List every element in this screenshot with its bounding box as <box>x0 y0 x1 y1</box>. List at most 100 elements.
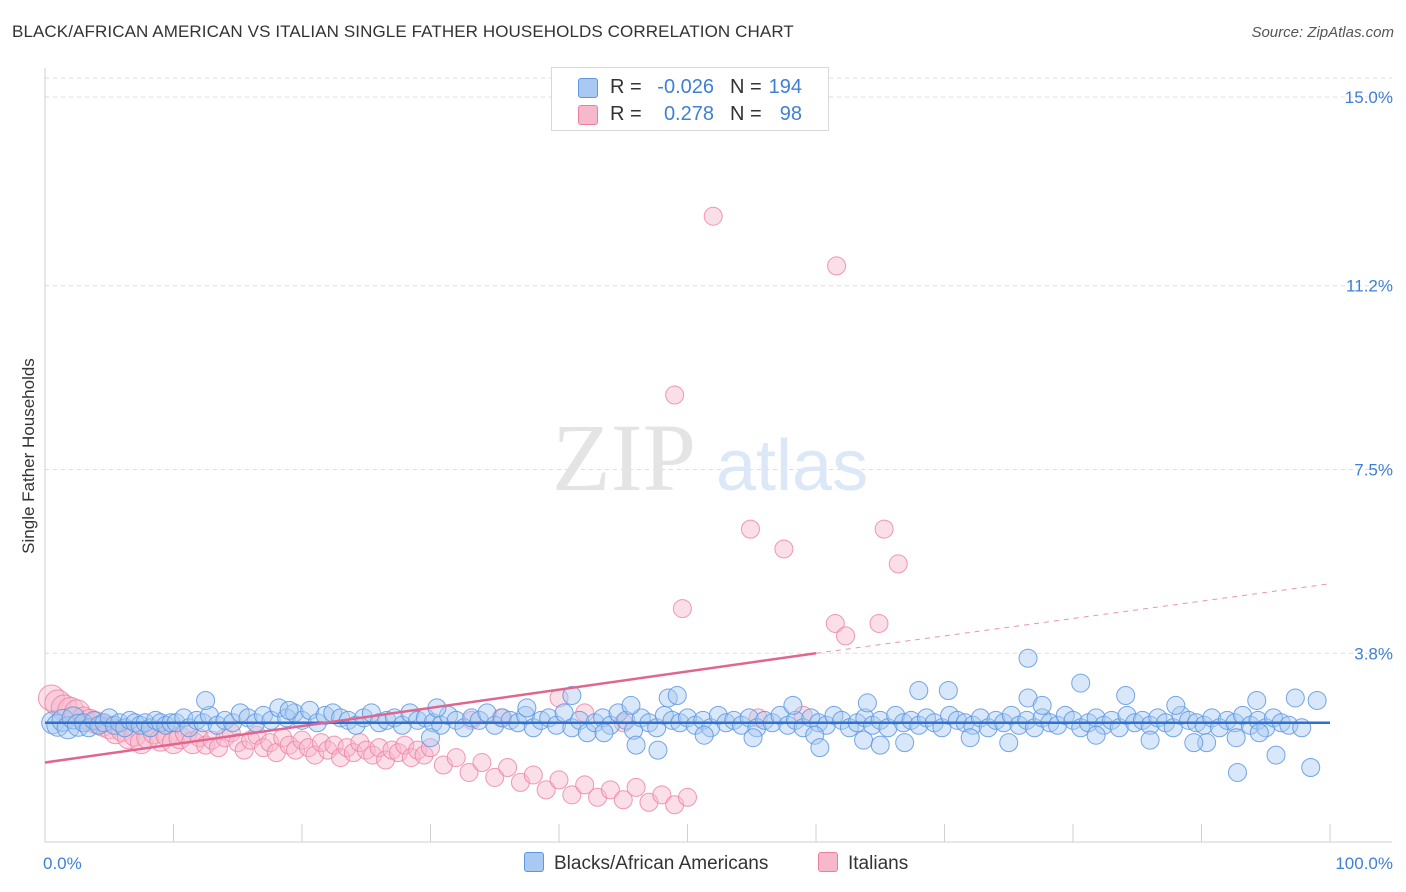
blacks-point <box>1307 690 1327 710</box>
italians-point <box>703 206 723 226</box>
italians-point <box>395 735 415 755</box>
y-tick-label: 15.0% <box>1345 88 1393 107</box>
blacks-point <box>770 705 790 725</box>
blacks-point <box>938 681 958 701</box>
x-tick-label: 0.0% <box>43 854 82 873</box>
italians-point <box>536 780 556 800</box>
blacks-point <box>1233 705 1253 725</box>
legend-item-blacks[interactable]: Blacks/African Americans <box>524 852 768 875</box>
blacks-point <box>199 705 219 725</box>
blacks-point <box>1017 710 1037 730</box>
blacks-point <box>1018 648 1038 668</box>
italians-point <box>888 554 908 574</box>
legend-label: Italians <box>848 853 909 874</box>
blacks-point <box>999 733 1019 753</box>
blacks-point <box>500 710 520 730</box>
italians-point <box>836 626 856 646</box>
blacks-point <box>1301 758 1321 777</box>
italians-point <box>279 735 299 755</box>
blacks-point <box>1102 710 1122 730</box>
blacks-point <box>616 710 636 730</box>
blacks-point <box>1247 690 1267 710</box>
blacks-point <box>743 728 763 748</box>
blacks-point <box>1292 718 1312 738</box>
r-label: R = <box>610 76 642 98</box>
r-label: R = <box>610 103 642 125</box>
blacks-point <box>626 735 646 755</box>
trend-lines <box>44 583 1331 764</box>
legend-row-blacks: R = -0.026 N = 194 <box>552 74 828 100</box>
blacks-point <box>146 710 166 730</box>
blacks-point <box>120 710 140 730</box>
italians-point <box>260 733 280 753</box>
blacks-point <box>196 690 216 710</box>
n-value: 98 <box>779 103 802 125</box>
blacks-point <box>662 710 682 730</box>
blacks-point <box>346 715 366 735</box>
blacks-point <box>1266 745 1286 765</box>
blacks-point <box>1048 715 1068 735</box>
blacks-point <box>810 738 830 758</box>
italians-point <box>562 785 582 805</box>
italians-point <box>298 738 318 758</box>
blacks-point <box>1032 695 1052 715</box>
italians-point <box>234 740 254 760</box>
blacks-point <box>1063 710 1083 730</box>
blacks-point <box>785 710 805 730</box>
blacks-point <box>832 710 852 730</box>
blacks-point <box>485 715 505 735</box>
axes <box>44 68 1392 843</box>
blacks-points <box>41 648 1327 782</box>
source-label: Source: ZipAtlas.com <box>1251 24 1394 41</box>
italians-point <box>388 743 408 763</box>
legend-row-italians: R = 0.278 N = 98 <box>552 101 828 127</box>
italians-point <box>827 256 847 276</box>
blacks-point <box>1140 715 1160 735</box>
blue-swatch-icon <box>578 78 598 98</box>
italians-point <box>613 790 633 810</box>
blacks-point <box>421 728 440 748</box>
r-value: 0.278 <box>663 103 714 125</box>
y-tick-label: 11.2% <box>1346 277 1393 296</box>
blacks-point <box>446 710 466 730</box>
n-label: N = <box>730 76 762 98</box>
blacks-point <box>1140 730 1160 750</box>
legend-item-italians[interactable]: Italians <box>818 852 908 875</box>
blacks-point <box>755 710 775 730</box>
blacks-point <box>870 710 890 730</box>
blacks-point <box>315 705 335 725</box>
blacks-point <box>960 728 980 748</box>
n-label: N = <box>730 103 762 125</box>
blacks-point <box>870 735 890 755</box>
blacks-point <box>783 695 803 715</box>
y-axis-label: Single Father Households <box>19 358 38 554</box>
italians-point <box>549 770 569 790</box>
blacks-point <box>694 725 714 745</box>
italians-point <box>459 762 479 782</box>
watermark-atlas: atlas <box>716 426 868 506</box>
blacks-point <box>1217 710 1237 730</box>
italians-point <box>253 738 273 758</box>
italians-point <box>292 730 312 750</box>
italians-point <box>825 613 845 633</box>
chart-title: BLACK/AFRICAN AMERICAN VS ITALIAN SINGLE… <box>12 22 794 41</box>
blacks-point <box>1086 725 1106 745</box>
legend-label: Blacks/African Americans <box>554 853 769 874</box>
blacks-point <box>1001 705 1021 725</box>
blacks-point <box>562 685 582 705</box>
italians-point <box>665 385 685 405</box>
watermark-zip: ZIP <box>552 404 696 511</box>
blacks-point <box>693 710 713 730</box>
italians-points <box>37 206 908 815</box>
italians-trend-extension <box>815 583 1331 654</box>
italians-point <box>575 775 595 795</box>
tick-labels: 3.8% 7.5% 11.2% 15.0% 0.0% 100.0% <box>43 88 1393 873</box>
blacks-point <box>909 681 929 701</box>
blacks-point <box>986 710 1006 730</box>
blacks-point <box>1166 695 1186 715</box>
pink-swatch-icon <box>578 105 598 125</box>
blacks-point <box>621 695 641 715</box>
blacks-point <box>408 710 428 730</box>
italians-point <box>874 519 894 539</box>
italians-point <box>414 745 434 765</box>
